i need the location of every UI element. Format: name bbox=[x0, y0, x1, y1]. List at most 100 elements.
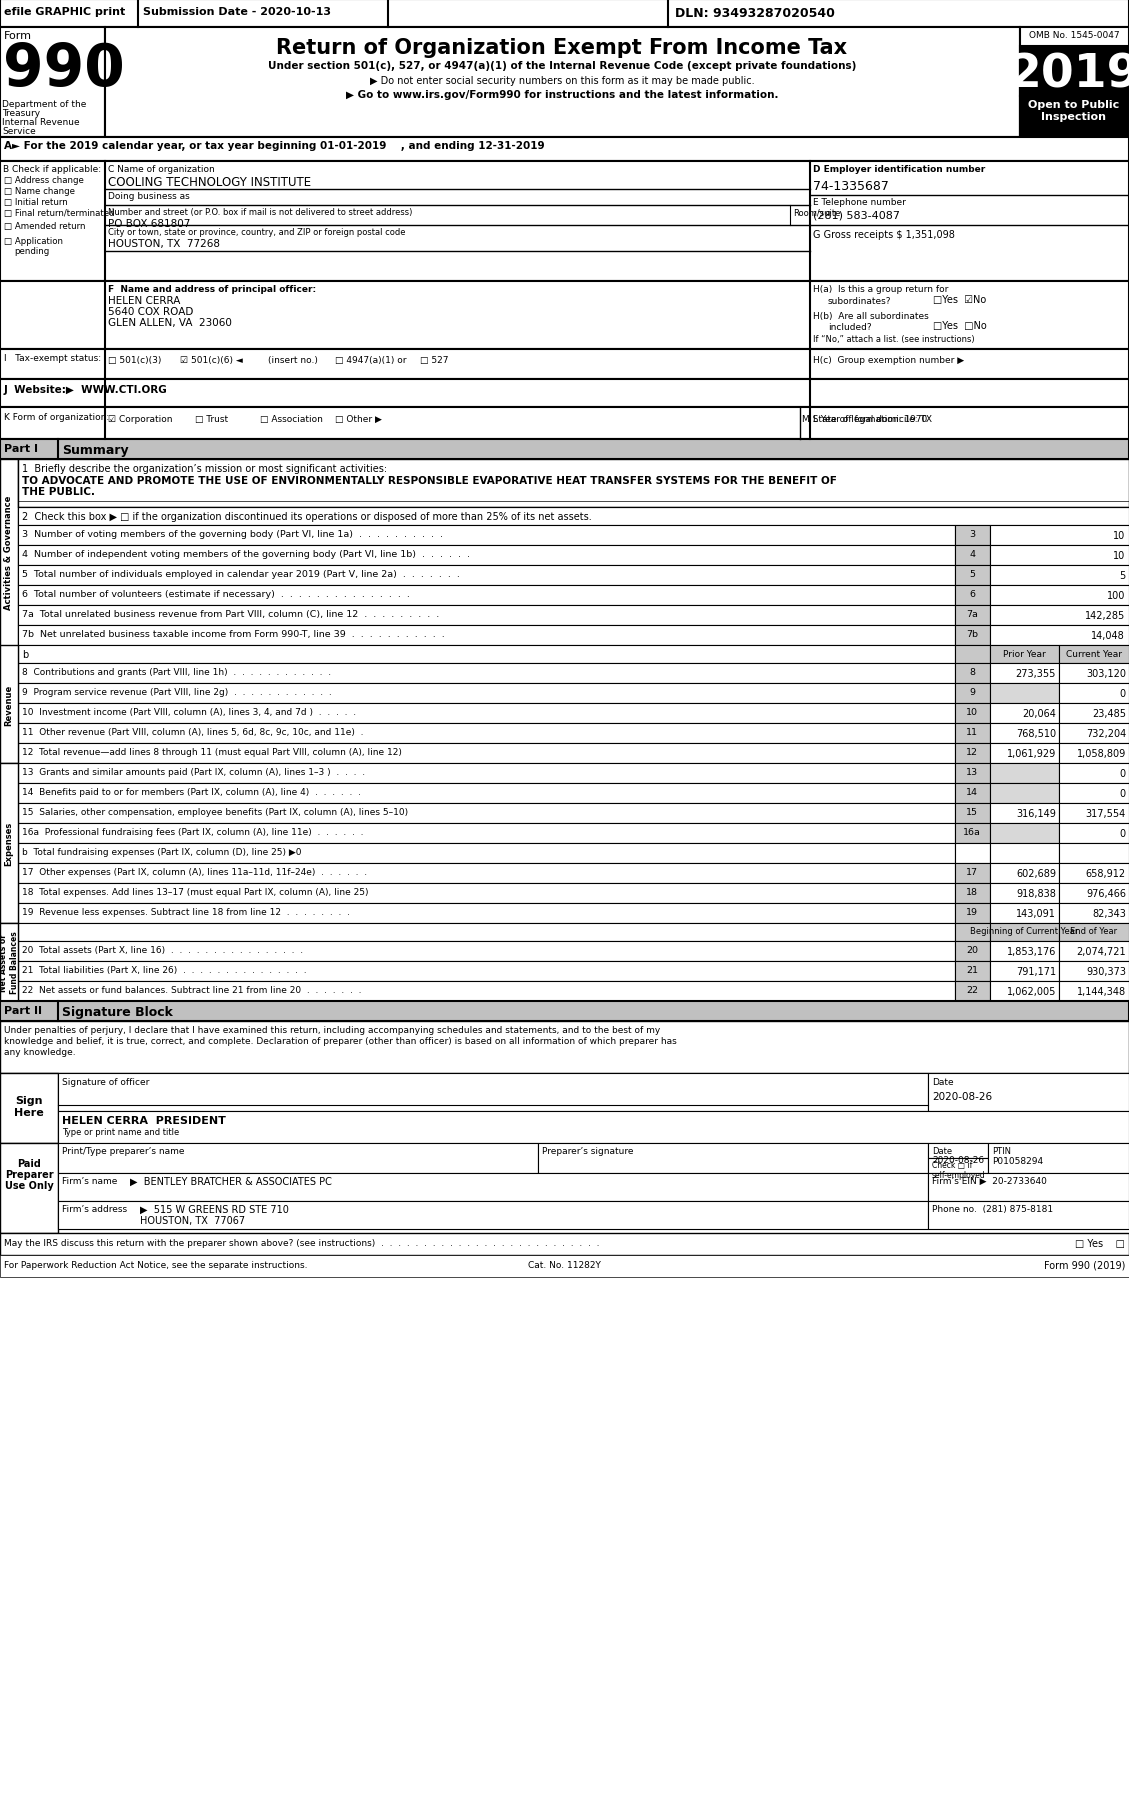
Bar bbox=[990, 864, 1059, 884]
Text: E Telephone number: E Telephone number bbox=[813, 199, 905, 206]
Text: Firm’s name: Firm’s name bbox=[62, 1176, 123, 1185]
Text: □ Address change: □ Address change bbox=[5, 175, 84, 184]
Text: 14,048: 14,048 bbox=[1092, 631, 1124, 641]
Bar bbox=[18, 923, 955, 941]
Text: any knowledge.: any knowledge. bbox=[5, 1048, 76, 1057]
Text: 10: 10 bbox=[966, 708, 978, 717]
Text: ▶ Go to www.irs.gov/Form990 for instructions and the latest information.: ▶ Go to www.irs.gov/Form990 for instruct… bbox=[345, 90, 778, 99]
Text: □Yes  □No: □Yes □No bbox=[933, 322, 987, 331]
Text: 2019: 2019 bbox=[1008, 52, 1129, 98]
Bar bbox=[1059, 844, 1129, 864]
Text: 1,061,929: 1,061,929 bbox=[1007, 748, 1056, 759]
Text: 0: 0 bbox=[1120, 829, 1126, 838]
Bar bbox=[955, 683, 990, 703]
Bar bbox=[955, 824, 990, 844]
Bar bbox=[990, 744, 1059, 764]
Text: 13: 13 bbox=[966, 768, 978, 777]
Bar bbox=[1059, 904, 1129, 923]
Bar bbox=[928, 1158, 988, 1173]
Text: 17: 17 bbox=[966, 867, 978, 876]
Text: 6  Total number of volunteers (estimate if necessary)  .  .  .  .  .  .  .  .  .: 6 Total number of volunteers (estimate i… bbox=[21, 589, 410, 598]
Text: Summary: Summary bbox=[62, 445, 129, 457]
Text: Form: Form bbox=[5, 31, 32, 42]
Bar bbox=[990, 605, 1129, 625]
Text: efile GRAPHIC print: efile GRAPHIC print bbox=[5, 7, 125, 16]
Bar bbox=[990, 683, 1059, 703]
Bar bbox=[0, 1001, 1129, 1021]
Text: Type or print name and title: Type or print name and title bbox=[62, 1128, 180, 1137]
Text: Phone no.  (281) 875-8181: Phone no. (281) 875-8181 bbox=[933, 1203, 1053, 1212]
Bar bbox=[988, 1144, 1129, 1173]
Bar bbox=[955, 941, 990, 961]
Text: 20: 20 bbox=[966, 945, 978, 954]
Text: 7a  Total unrelated business revenue from Part VIII, column (C), line 12  .  .  : 7a Total unrelated business revenue from… bbox=[21, 609, 439, 618]
Text: 316,149: 316,149 bbox=[1016, 808, 1056, 819]
Text: 2020-08-26: 2020-08-26 bbox=[933, 1091, 992, 1102]
Bar bbox=[1059, 824, 1129, 844]
Text: PTIN: PTIN bbox=[992, 1146, 1010, 1155]
Text: H(c)  Group exemption number ▶: H(c) Group exemption number ▶ bbox=[813, 356, 964, 365]
Bar bbox=[1019, 98, 1129, 137]
Bar bbox=[0, 379, 1129, 408]
Text: 1,062,005: 1,062,005 bbox=[1007, 987, 1056, 996]
Text: 7a: 7a bbox=[966, 609, 978, 618]
Text: May the IRS discuss this return with the preparer shown above? (see instructions: May the IRS discuss this return with the… bbox=[5, 1238, 599, 1247]
Bar bbox=[18, 663, 955, 683]
Text: 23,485: 23,485 bbox=[1092, 708, 1126, 719]
Bar bbox=[18, 784, 955, 804]
Text: Prior Year: Prior Year bbox=[1003, 651, 1045, 658]
Bar bbox=[990, 566, 1129, 585]
Bar bbox=[955, 844, 990, 864]
Text: □ 4947(a)(1) or: □ 4947(a)(1) or bbox=[335, 356, 406, 365]
Text: Paid: Paid bbox=[17, 1158, 41, 1169]
Bar bbox=[0, 282, 1129, 351]
Text: 21  Total liabilities (Part X, line 26)  .  .  .  .  .  .  .  .  .  .  .  .  .  : 21 Total liabilities (Part X, line 26) .… bbox=[21, 965, 307, 974]
Text: □ Name change: □ Name change bbox=[5, 186, 75, 195]
Text: Date: Date bbox=[933, 1077, 954, 1086]
Text: 18: 18 bbox=[966, 887, 978, 896]
Text: Preparer’s signature: Preparer’s signature bbox=[542, 1146, 633, 1155]
Bar bbox=[0, 1256, 1129, 1278]
Bar bbox=[1059, 764, 1129, 784]
Bar bbox=[1019, 47, 1129, 98]
Bar bbox=[990, 824, 1059, 844]
Text: Firm’s address: Firm’s address bbox=[62, 1203, 133, 1212]
Text: Check □ if
self-employed: Check □ if self-employed bbox=[933, 1160, 986, 1180]
Text: F  Name and address of principal officer:: F Name and address of principal officer: bbox=[108, 286, 316, 295]
Text: pending: pending bbox=[14, 248, 50, 257]
Text: 5: 5 bbox=[969, 569, 975, 578]
Text: 3: 3 bbox=[969, 529, 975, 538]
Bar bbox=[990, 663, 1059, 683]
Text: Internal Revenue: Internal Revenue bbox=[2, 117, 80, 126]
Bar bbox=[955, 884, 990, 904]
Text: 22  Net assets or fund balances. Subtract line 21 from line 20  .  .  .  .  .  .: 22 Net assets or fund balances. Subtract… bbox=[21, 985, 361, 994]
Text: 13  Grants and similar amounts paid (Part IX, column (A), lines 1–3 )  .  .  .  : 13 Grants and similar amounts paid (Part… bbox=[21, 768, 365, 777]
Text: Preparer: Preparer bbox=[5, 1169, 53, 1180]
Bar bbox=[18, 585, 955, 605]
Text: 7b  Net unrelated business taxable income from Form 990-T, line 39  .  .  .  .  : 7b Net unrelated business taxable income… bbox=[21, 629, 445, 638]
Text: For Paperwork Reduction Act Notice, see the separate instructions.: For Paperwork Reduction Act Notice, see … bbox=[5, 1259, 307, 1269]
Text: 20  Total assets (Part X, line 16)  .  .  .  .  .  .  .  .  .  .  .  .  .  .  . : 20 Total assets (Part X, line 16) . . . … bbox=[21, 945, 303, 954]
Bar bbox=[18, 981, 955, 1001]
Bar bbox=[18, 804, 955, 824]
Bar bbox=[955, 923, 990, 941]
Text: 273,355: 273,355 bbox=[1016, 669, 1056, 679]
Bar bbox=[955, 981, 990, 1001]
Bar bbox=[1059, 923, 1129, 941]
Bar bbox=[990, 844, 1059, 864]
Text: ▶  515 W GREENS RD STE 710: ▶ 515 W GREENS RD STE 710 bbox=[140, 1203, 289, 1214]
Bar bbox=[990, 981, 1059, 1001]
Bar bbox=[990, 804, 1059, 824]
Text: Number and street (or P.O. box if mail is not delivered to street address): Number and street (or P.O. box if mail i… bbox=[108, 208, 412, 217]
Bar bbox=[58, 1202, 928, 1229]
Text: C Name of organization: C Name of organization bbox=[108, 164, 215, 173]
Text: H(b)  Are all subordinates: H(b) Are all subordinates bbox=[813, 313, 929, 322]
Text: 976,466: 976,466 bbox=[1086, 889, 1126, 898]
Text: Activities & Governance: Activities & Governance bbox=[5, 495, 14, 609]
Bar bbox=[18, 566, 955, 585]
Bar bbox=[955, 645, 990, 663]
Bar bbox=[955, 804, 990, 824]
Text: b: b bbox=[21, 651, 28, 660]
Text: 303,120: 303,120 bbox=[1086, 669, 1126, 679]
Bar bbox=[0, 163, 1129, 282]
